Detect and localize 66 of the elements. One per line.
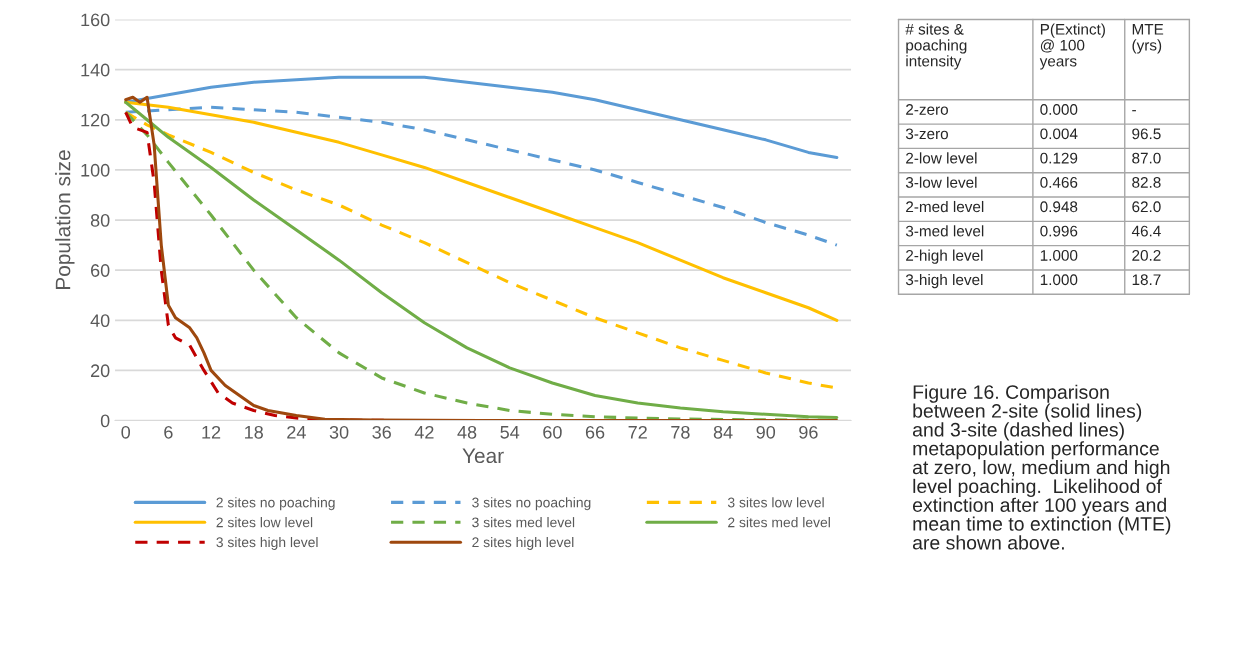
text: 0.000 — [1040, 104, 1078, 115]
x-tick-label: 84 — [713, 425, 733, 439]
text: 2-high level — [906, 249, 983, 264]
text: 0.996 — [1040, 225, 1078, 237]
text: Figure 16. Comparison between 2-site (solid lines) and 3-site (dashed lines) metapopulation performance at zero, low, medium and high level poaching. Likelihood of extinction after 100 years and mean time to extinction (MTE) are shown above. — [912, 384, 1171, 550]
text: 2-med level — [906, 200, 984, 213]
text: - — [1132, 110, 1136, 112]
text: 82.8 — [1132, 177, 1161, 188]
text: 1.000 — [1040, 274, 1078, 286]
legend-label: 3 sites no poaching — [472, 497, 591, 511]
text: 18.7 — [1132, 274, 1161, 286]
legend-label: 3 sites high level — [216, 536, 318, 550]
x-tick-label: 66 — [585, 425, 605, 439]
text: 3-med level — [905, 225, 984, 237]
y-tick-label: 0 — [100, 414, 110, 428]
legend-label: 2 sites med level — [728, 517, 830, 528]
line-series — [124, 100, 839, 322]
text: 3-high level — [905, 273, 983, 289]
text: 3-low level — [905, 176, 977, 188]
y-tick-label: 100 — [81, 163, 110, 177]
x-tick-label: 0 — [121, 425, 131, 439]
x-tick-label: 18 — [245, 425, 263, 439]
y-tick-label: 120 — [81, 113, 110, 127]
text: 0.466 — [1040, 177, 1078, 188]
text: 46.4 — [1131, 225, 1161, 237]
x-axis-title: Year — [462, 448, 504, 464]
y-tick-label: 60 — [91, 264, 110, 277]
legend-label: 2 sites no poaching — [216, 497, 335, 511]
text: 0.129 — [1040, 152, 1078, 164]
x-tick-label: 90 — [756, 425, 776, 439]
x-tick-label: 60 — [543, 425, 562, 439]
y-tick-label: 40 — [90, 314, 110, 328]
y-tick-label: 140 — [81, 63, 110, 77]
text: 3-zero — [905, 128, 948, 140]
x-tick-label: 30 — [329, 425, 349, 439]
y-axis-title: Population size — [55, 150, 75, 289]
y-tick-label: 20 — [91, 364, 110, 378]
text: 2-zero — [906, 104, 948, 115]
text: 0.004 — [1040, 128, 1078, 140]
line-series — [124, 105, 839, 247]
x-tick-label: 72 — [628, 425, 647, 439]
text: 87.0 — [1132, 152, 1161, 164]
text: 0.948 — [1040, 201, 1078, 213]
legend-label: 2 sites high level — [472, 536, 574, 550]
text: MTE (yrs) — [1132, 24, 1164, 54]
x-tick-label: 42 — [414, 425, 434, 439]
text: 1.000 — [1040, 249, 1078, 261]
text: P(Extinct) @ 100 years — [1039, 23, 1105, 70]
x-tick-label: 54 — [500, 426, 520, 439]
text: # sites & poaching intensity — [905, 23, 967, 70]
x-tick-label: 78 — [671, 425, 690, 439]
x-tick-label: 12 — [202, 425, 221, 439]
legend-label: 2 sites low level — [216, 517, 313, 528]
y-tick-label: 160 — [81, 13, 110, 27]
legend-label: 3 sites med level — [472, 517, 575, 528]
y-tick-label: 80 — [90, 213, 110, 227]
x-tick-label: 24 — [287, 425, 306, 439]
text: 20.2 — [1132, 249, 1161, 261]
x-tick-label: 6 — [164, 425, 173, 439]
x-tick-label: 96 — [799, 425, 818, 439]
text: 2-low level — [906, 152, 977, 164]
x-tick-label: 36 — [372, 425, 391, 439]
legend-label: 3 sites low level — [727, 497, 824, 508]
text: 62.0 — [1132, 201, 1161, 213]
x-tick-label: 48 — [457, 425, 477, 439]
text: 96.5 — [1132, 128, 1161, 140]
